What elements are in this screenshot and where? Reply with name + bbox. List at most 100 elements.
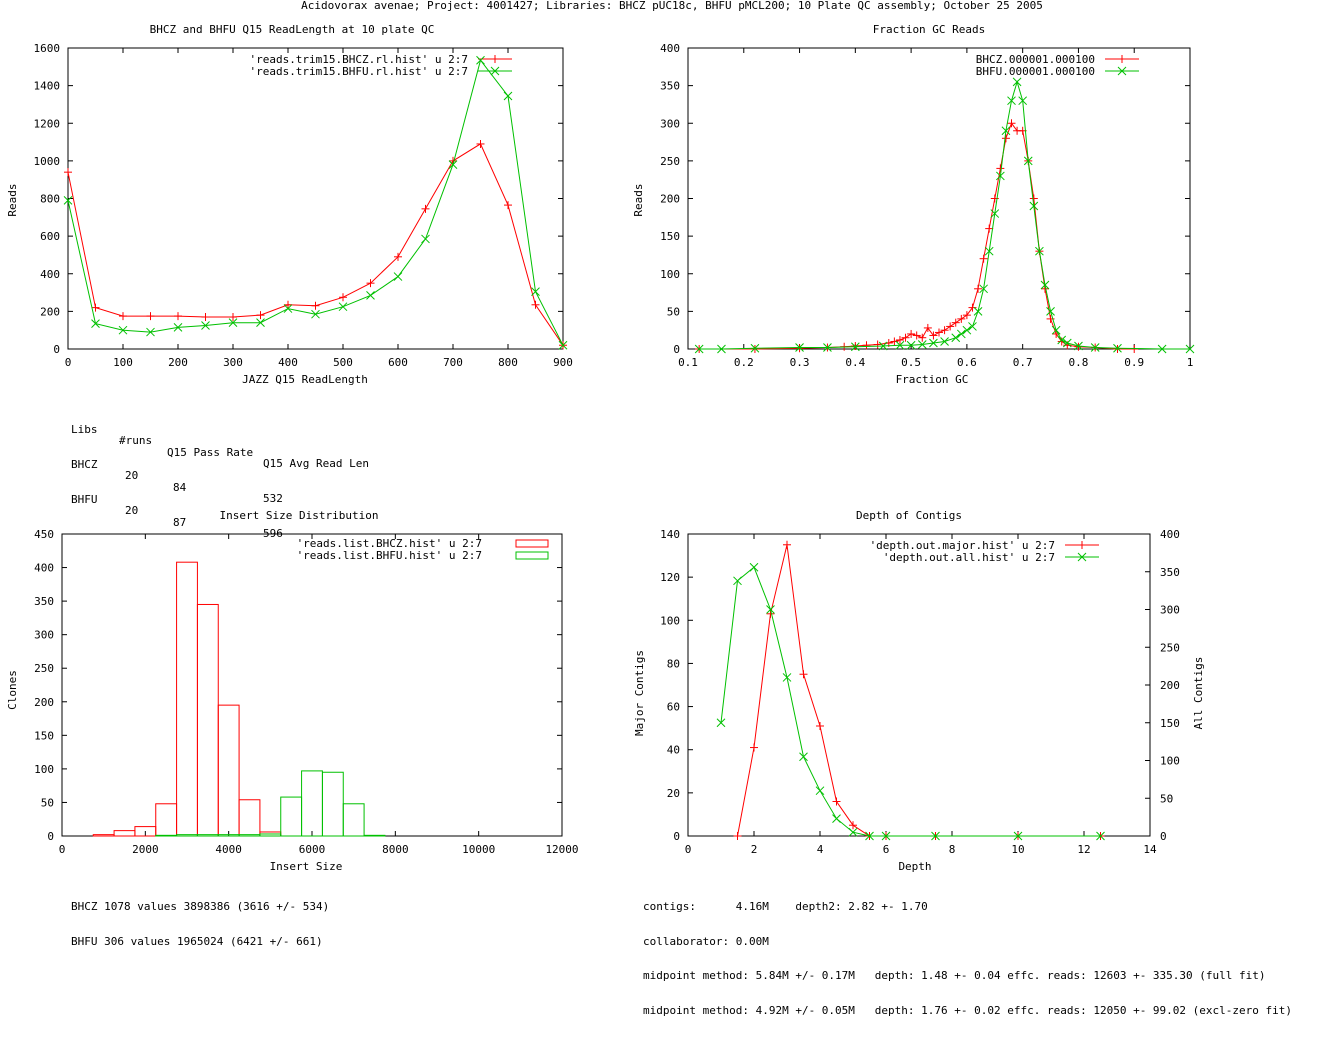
- y-tick-label: 0: [673, 343, 680, 356]
- gc-data-point: [1029, 201, 1039, 211]
- gc-data-point: [1074, 341, 1083, 351]
- gc-data-point: [940, 326, 949, 335]
- gc-data-point: [929, 338, 938, 348]
- y-tick-label: 0: [673, 830, 680, 843]
- gc-data-point: [873, 340, 882, 349]
- readlength-data-point: [201, 313, 210, 322]
- gc-legend-label: BHCZ.000001.000100: [976, 53, 1095, 66]
- marker-d2: [1057, 335, 1067, 345]
- gc-legend-marker: [1118, 55, 1126, 63]
- marker-d2: [476, 55, 485, 65]
- gc-data-point: [996, 171, 1005, 181]
- marker-d2: [990, 209, 1000, 218]
- readlength-data-point: [421, 204, 430, 213]
- y-tick-label: 50: [41, 796, 54, 809]
- gc-data-point: [962, 311, 971, 320]
- y2-tick-label: 150: [1160, 717, 1180, 730]
- marker-d2: [984, 246, 994, 256]
- depth-data-point: [749, 562, 759, 572]
- table-cell-runs: 20: [125, 504, 139, 517]
- table-cell-runs: 20: [125, 469, 139, 482]
- y-tick-label: 600: [40, 230, 60, 243]
- readlength-data-point: [118, 325, 128, 335]
- table-cell-pass-rate: 87: [173, 515, 187, 529]
- table-header-pass-rate: Q15 Pass Rate: [167, 445, 254, 459]
- y-tick-label: 350: [660, 80, 680, 93]
- gc-data-point: [956, 329, 966, 339]
- readlength-series-line: [67, 143, 564, 346]
- depth-note-line: collaborator: 0.00M: [643, 934, 769, 948]
- gc-data-point: [1046, 307, 1055, 316]
- depth-y2-axis-label: All Contigs: [1192, 657, 1205, 730]
- gc-data-point: [940, 337, 949, 346]
- y2-tick-label: 50: [1160, 792, 1173, 805]
- readlength-legend-label: 'reads.trim15.BHFU.rl.hist' u 2:7: [249, 65, 468, 78]
- insert-plot-frame: [61, 533, 563, 837]
- insert-bar: [155, 803, 178, 837]
- depth-data-point: [766, 605, 775, 614]
- insert-chart-title: Insert Size Distribution: [220, 509, 379, 522]
- gc-data-point: [1007, 96, 1016, 106]
- insert-note-line: BHFU 306 values 1965024 (6421 +/- 661): [71, 934, 323, 948]
- y-tick-label: 200: [660, 193, 680, 206]
- x-tick-label: 10: [1011, 843, 1024, 856]
- marker-d2: [996, 171, 1005, 181]
- marker-d2: [531, 287, 540, 296]
- y2-tick-label: 0: [1160, 830, 1167, 843]
- x-tick-label: 10000: [462, 843, 495, 856]
- y-tick-label: 0: [47, 830, 54, 843]
- insert-legend-box: [515, 551, 549, 560]
- readlength-data-point: [229, 313, 237, 322]
- marker-d2: [393, 272, 403, 281]
- gc-data-point: [1113, 345, 1122, 353]
- y-tick-label: 20: [667, 787, 680, 800]
- marker-d2: [256, 318, 265, 328]
- marker-d2: [1062, 338, 1072, 348]
- readlength-data-point: [394, 252, 402, 261]
- gc-plot-frame: [687, 47, 1191, 350]
- insert-bar: [217, 704, 240, 837]
- marker-d2: [940, 337, 949, 346]
- insert-bar: [280, 796, 303, 837]
- readlength-table-row: BHCZ 20 84 532: [71, 447, 283, 504]
- x-tick-label: 12: [1077, 843, 1090, 856]
- table-header-avg-len: Q15 Avg Read Len: [263, 457, 369, 470]
- readlength-stats-table: Libs #runs Q15 Pass Rate Q15 Avg Read Le…: [71, 389, 369, 539]
- y2-tick-label: 350: [1160, 566, 1180, 579]
- marker-d2: [962, 325, 972, 335]
- y-tick-label: 80: [667, 657, 680, 670]
- readlength-data-point: [64, 168, 72, 177]
- gc-data-point: [895, 335, 904, 344]
- marker-d2: [1077, 552, 1087, 562]
- y-tick-label: 300: [660, 117, 680, 130]
- y-tick-label: 250: [660, 155, 680, 168]
- x-tick-label: 8000: [382, 843, 409, 856]
- y-tick-label: 100: [34, 763, 54, 776]
- x-tick-label: 700: [443, 356, 463, 369]
- marker-d2: [823, 343, 832, 352]
- depth-data-point: [733, 832, 742, 840]
- marker-d2: [228, 318, 238, 328]
- marker-d2: [951, 333, 961, 343]
- readlength-data-point: [448, 160, 458, 169]
- x-tick-label: 12000: [545, 843, 578, 856]
- insert-bar: [92, 834, 115, 837]
- gc-data-point: [990, 209, 1000, 218]
- marker-d2: [848, 827, 858, 837]
- y-tick-label: 0: [53, 343, 60, 356]
- x-tick-label: 0.3: [790, 356, 810, 369]
- marker-d2: [1113, 343, 1122, 353]
- readlength-data-point: [311, 309, 320, 319]
- gc-chart-title: Fraction GC Reads: [873, 23, 986, 36]
- marker-d2: [448, 160, 458, 169]
- gc-data-point: [1001, 126, 1011, 136]
- marker-d2: [118, 325, 128, 335]
- marker-d2: [694, 344, 704, 354]
- x-tick-label: 0.1: [678, 356, 698, 369]
- marker-d2: [799, 752, 808, 762]
- insert-bar: [301, 770, 323, 837]
- marker-d2: [782, 673, 792, 682]
- x-tick-label: 400: [278, 356, 298, 369]
- x-tick-label: 0: [59, 843, 66, 856]
- marker-d2: [1040, 280, 1050, 290]
